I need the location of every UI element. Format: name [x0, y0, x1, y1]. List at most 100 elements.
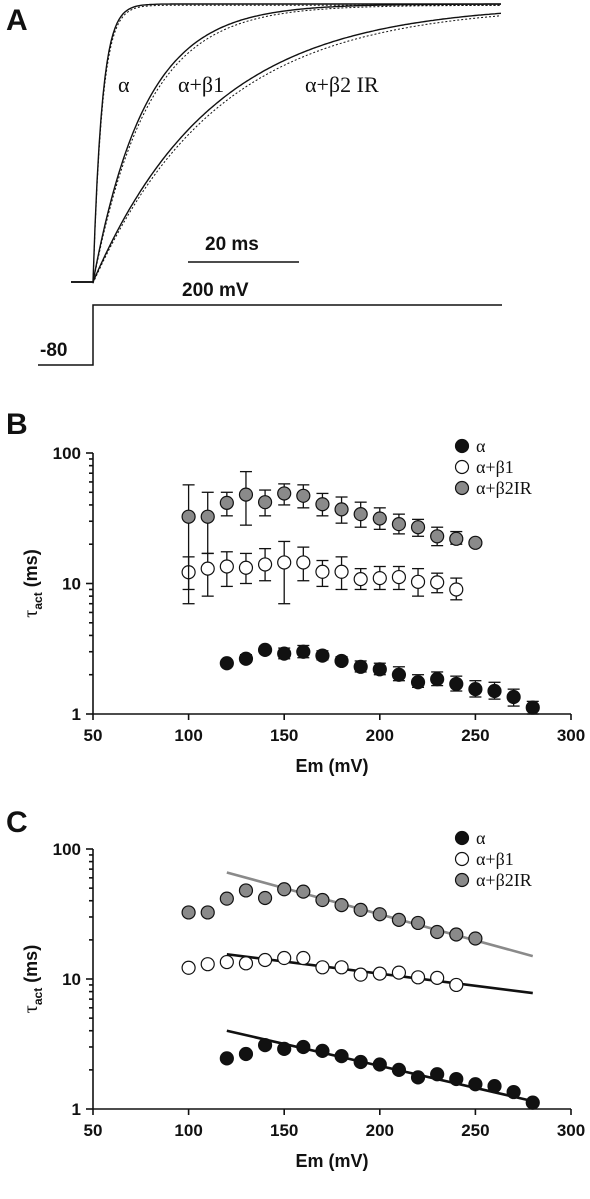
data-point [525, 700, 540, 715]
data-point [449, 676, 464, 692]
data-point [219, 495, 234, 510]
data-point [277, 950, 292, 966]
data-point [430, 575, 445, 590]
data-point [200, 905, 215, 920]
data-point [391, 912, 407, 927]
data-point [449, 531, 464, 546]
x-tick-label: 100 [174, 726, 202, 745]
data-point [391, 569, 407, 585]
x-tick-label: 250 [461, 726, 489, 745]
data-point [353, 507, 368, 522]
data-point [410, 970, 426, 985]
chart-b: 50 100 150 200 250 300 1 10 100 Em (mV) τact (ms) α… [20, 436, 585, 776]
data-point [334, 653, 349, 669]
data-point [372, 907, 387, 922]
data-point [315, 1043, 330, 1058]
legend-label-alpha-beta1: α+β1 [476, 457, 514, 477]
trace-label-alpha-beta1: α+β1 [178, 72, 224, 97]
data-point [430, 1067, 445, 1082]
data-point [372, 570, 387, 586]
data-point [372, 662, 387, 677]
data-point [334, 564, 349, 579]
data-point [200, 561, 215, 576]
data-point [238, 1046, 254, 1062]
legend-marker-alpha-beta2ir [454, 872, 470, 888]
x-tick-label: 300 [557, 726, 585, 745]
data-point [219, 954, 234, 970]
data-point [296, 950, 311, 966]
data-point [315, 564, 330, 579]
data-point [430, 529, 445, 544]
legend-label-alpha: α [476, 828, 486, 848]
holding-potential-label: -80 [40, 340, 67, 361]
legend-label-alpha: α [476, 436, 486, 456]
data-point [277, 882, 292, 897]
x-tick-label: 150 [270, 1121, 298, 1140]
data-point [353, 967, 368, 982]
x-tick-label: 100 [174, 1121, 202, 1140]
current-trace-alpha-beta1 [71, 3, 501, 283]
panel-b: B 50 100 150 200 250 300 1 10 100 Em (mV) τact (ms… [6, 408, 585, 776]
data-point [391, 517, 407, 532]
data-point [430, 970, 445, 985]
panel-c: C 50 100 150 200 250 300 1 10 100 Em (mV) τact (ms… [6, 806, 585, 1171]
chart-c: 50 100 150 200 250 300 1 10 100 Em (mV) τact (ms) α… [20, 828, 585, 1171]
data-point [181, 509, 196, 524]
x-tick-label: 200 [366, 726, 394, 745]
series-alpha-beta2ir [181, 882, 483, 946]
data-point [219, 1051, 234, 1066]
data-point [487, 1079, 502, 1094]
data-point [468, 682, 483, 697]
data-point [410, 675, 426, 690]
trace-label-alpha-beta2ir: α+β2 IR [305, 72, 379, 97]
x-tick-label: 50 [84, 1121, 103, 1140]
data-point [334, 898, 349, 913]
data-point [372, 511, 387, 526]
y-tick-label: 10 [62, 575, 81, 594]
x-tick-label: 200 [366, 1121, 394, 1140]
x-tick-label: 50 [84, 726, 103, 745]
data-point [468, 931, 483, 946]
data-point [296, 1039, 311, 1055]
y-tick-label: 1 [72, 705, 81, 724]
data-point [353, 659, 368, 674]
fit-trace-alpha [92, 4, 501, 284]
data-point [410, 1070, 426, 1085]
data-point [410, 915, 426, 931]
fit-trace-alpha-beta2ir [92, 15, 502, 284]
data-point [353, 572, 368, 587]
data-point [200, 509, 215, 524]
data-point [181, 905, 196, 920]
data-point [391, 667, 407, 682]
legend-marker-alpha-beta1 [454, 851, 470, 867]
data-point [277, 646, 292, 661]
data-point [372, 966, 387, 981]
voltage-protocol [38, 304, 502, 366]
x-axis-label: Em (mV) [295, 756, 368, 776]
legend-label-alpha-beta2ir: α+β2IR [476, 870, 532, 890]
data-point [219, 656, 234, 671]
legend-marker-alpha-beta2ir [454, 480, 470, 496]
panel-a-letter: A [6, 4, 28, 37]
legend-marker-alpha [454, 830, 470, 846]
data-point [296, 555, 311, 570]
data-point [506, 1084, 521, 1100]
series-alpha [219, 642, 540, 715]
data-point [315, 497, 330, 512]
data-point [410, 574, 426, 589]
data-point [391, 1062, 407, 1077]
data-point [238, 560, 254, 575]
data-point [468, 535, 483, 550]
data-point [219, 891, 234, 906]
current-trace-alpha [71, 3, 501, 283]
series-alpha-beta1 [181, 540, 464, 605]
data-point [468, 1077, 483, 1092]
data-point [200, 957, 215, 972]
data-point [430, 672, 445, 687]
trace-label-alpha: α [118, 72, 130, 97]
data-point [238, 883, 254, 898]
y-axis-label: τact (ms) [20, 549, 45, 617]
current-traces [71, 3, 502, 284]
data-point [449, 582, 464, 597]
